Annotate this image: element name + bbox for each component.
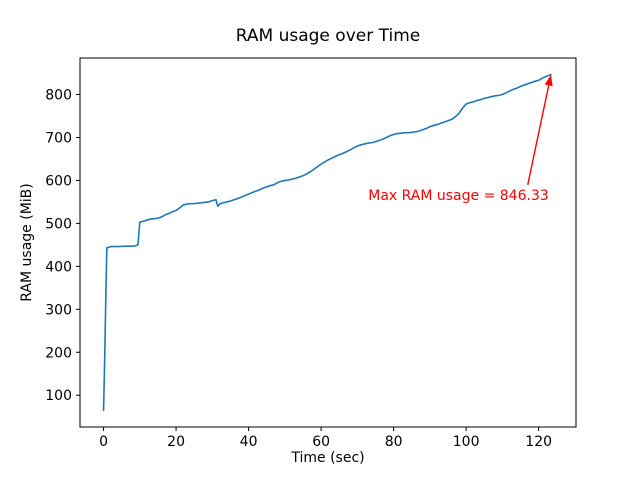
annotation-arrow-shaft [527,85,550,185]
x-tick-label: 120 [525,434,552,450]
y-tick-label: 800 [45,88,72,104]
annotation-arrow-head [544,74,553,87]
plot-area: 0 20 40 60 80 100 120 100 200 300 400 500 600 700 800 [45,57,577,450]
x-tick-label: 0 [99,434,108,450]
x-axis-label: Time (sec) [290,450,364,466]
annotation-text: Max RAM usage = 846.33 [368,188,549,204]
y-tick-label: 400 [45,259,72,275]
ram-usage-line [102,73,552,412]
y-tick-label: 700 [45,130,72,146]
y-axis-label: RAM usage (MiB) [19,183,35,301]
y-tick-label: 100 [45,388,72,404]
x-tick-label: 40 [240,434,258,450]
x-tick-label: 100 [453,434,480,450]
chart-title: RAM usage over Time [236,26,420,46]
axes-frame [79,57,577,428]
x-tick-label: 60 [312,434,330,450]
y-tick-label: 300 [45,302,72,318]
y-tick-label: 500 [45,216,72,232]
y-tick-label: 600 [45,173,72,189]
x-tick-label: 20 [167,434,185,450]
y-tick-label: 200 [45,345,72,361]
x-tick-label: 80 [385,434,403,450]
